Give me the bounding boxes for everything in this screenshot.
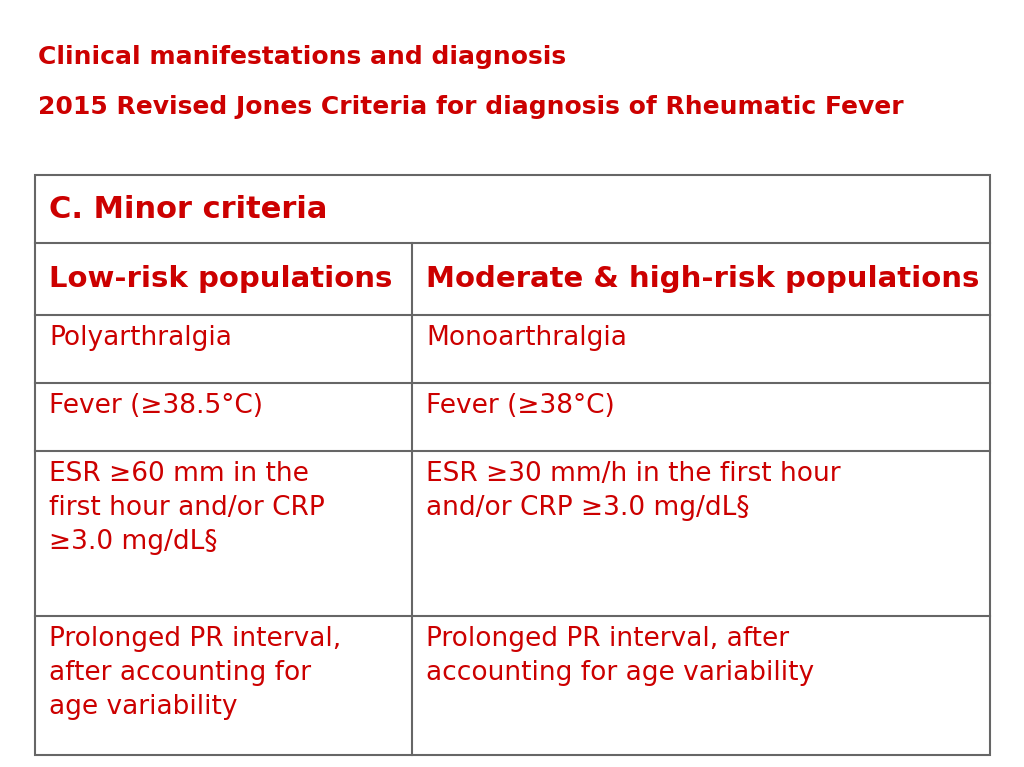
Text: Polyarthralgia: Polyarthralgia [49, 325, 231, 351]
Text: Clinical manifestations and diagnosis: Clinical manifestations and diagnosis [38, 45, 566, 69]
Text: Monoarthralgia: Monoarthralgia [426, 325, 627, 351]
Text: Fever (≥38.5°C): Fever (≥38.5°C) [49, 393, 263, 419]
Text: Prolonged PR interval, after
accounting for age variability: Prolonged PR interval, after accounting … [426, 626, 814, 686]
Text: ESR ≥30 mm/h in the first hour
and/or CRP ≥3.0 mg/dL§: ESR ≥30 mm/h in the first hour and/or CR… [426, 461, 841, 521]
Text: Fever (≥38°C): Fever (≥38°C) [426, 393, 615, 419]
Text: C. Minor criteria: C. Minor criteria [49, 195, 328, 223]
Text: Low-risk populations: Low-risk populations [49, 265, 392, 293]
Text: Prolonged PR interval,
after accounting for
age variability: Prolonged PR interval, after accounting … [49, 626, 341, 720]
Bar [35, 175, 990, 755]
Text: 2015 Revised Jones Criteria for diagnosis of Rheumatic Fever: 2015 Revised Jones Criteria for diagnosi… [38, 95, 903, 119]
Text: Moderate & high-risk populations: Moderate & high-risk populations [426, 265, 980, 293]
Text: ESR ≥60 mm in the
first hour and/or CRP
≥3.0 mg/dL§: ESR ≥60 mm in the first hour and/or CRP … [49, 461, 325, 555]
